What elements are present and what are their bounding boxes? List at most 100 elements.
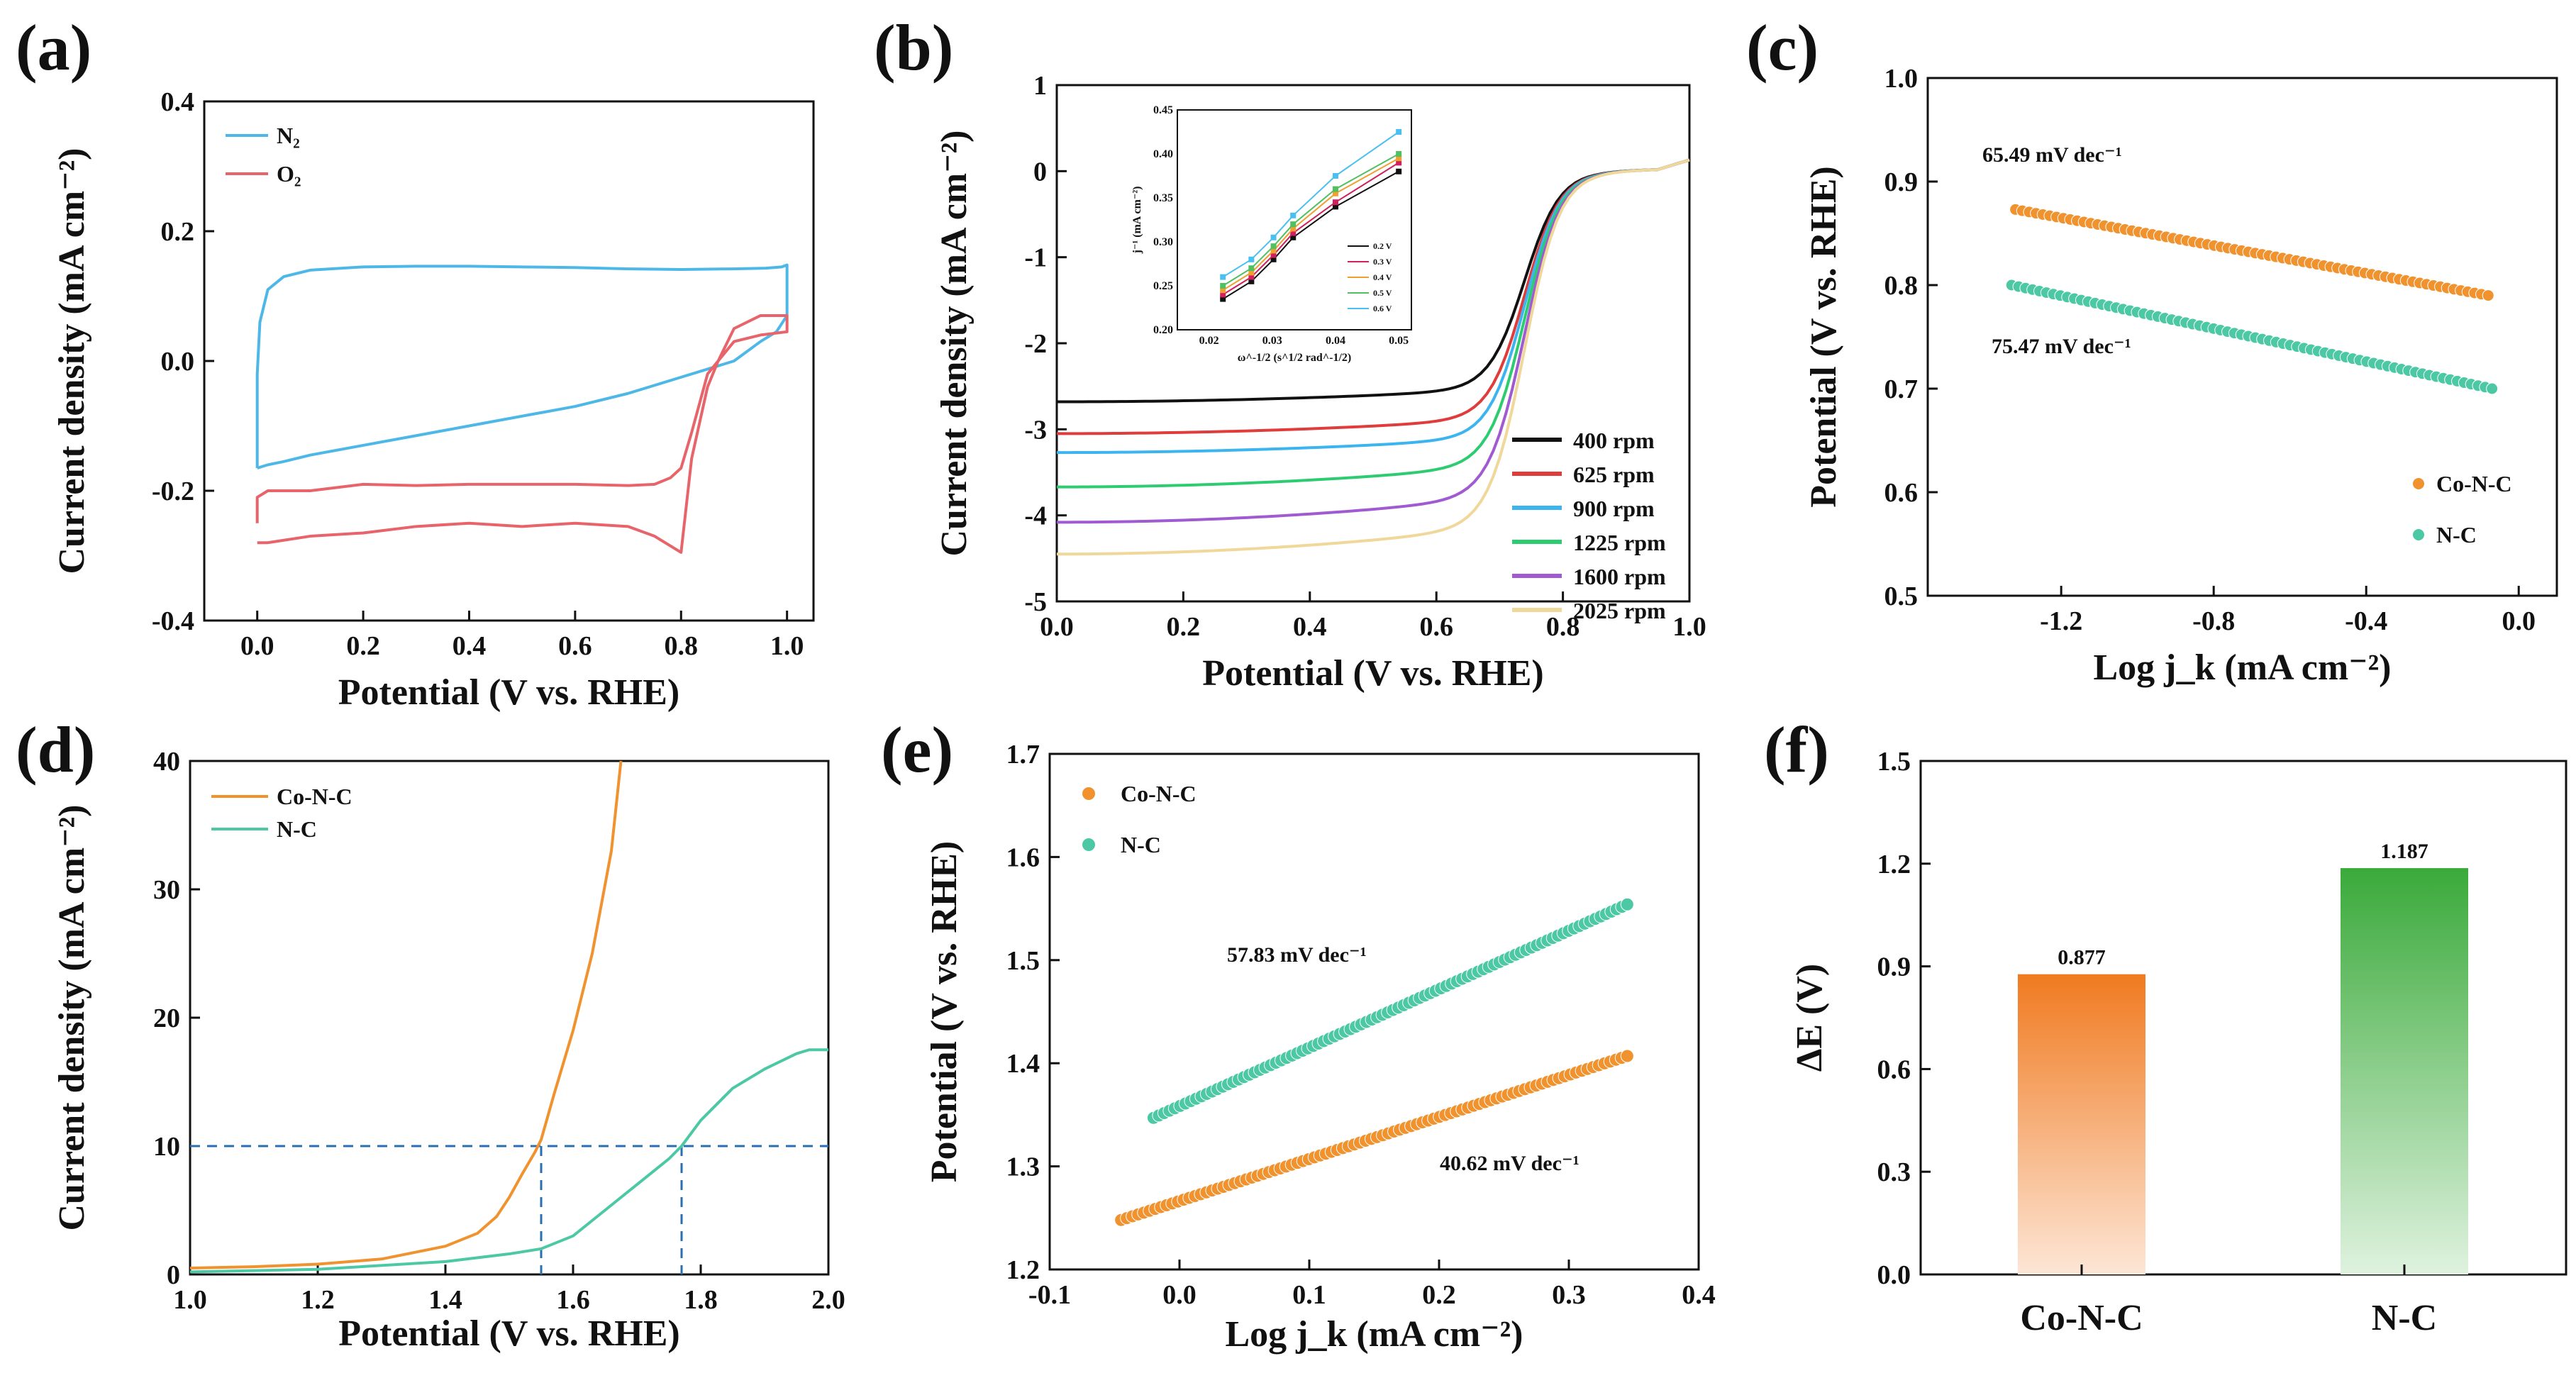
series-line-N-C	[189, 1048, 828, 1274]
inset-ytick-label: 0.35	[1153, 192, 1173, 204]
inset-point	[1220, 287, 1226, 294]
legend-marker	[2413, 478, 2424, 489]
inset-point	[1290, 221, 1297, 228]
legend-label: N-C	[277, 816, 317, 842]
panel-f-ytick-label: 1.5	[1877, 747, 1911, 777]
panel-f-ytick-label: 0.0	[1877, 1260, 1911, 1290]
inset-point	[1270, 248, 1277, 254]
panel-e-xtick-label: 0.4	[1682, 1280, 1716, 1310]
bar-value-label: 0.877	[2058, 946, 2106, 969]
panel-f-frame	[1919, 760, 2567, 1276]
inset-point	[1270, 243, 1277, 250]
panel-a-ytick-label: -0.2	[152, 477, 194, 506]
panel-b-ytick-label: -1	[1024, 243, 1047, 273]
legend-label: 900 rpm	[1573, 496, 1655, 521]
inset-xtick-label: 0.03	[1262, 335, 1282, 347]
bar-N-C	[2341, 868, 2468, 1274]
panel-e-xlabel: Log j_k (mA cm⁻²)	[1226, 1314, 1523, 1355]
panel-label-f: (f)	[1764, 713, 1829, 786]
panel-e-ytick-label: 1.2	[1006, 1255, 1040, 1285]
inset-point	[1332, 186, 1338, 192]
inset-point	[1290, 234, 1297, 240]
inset-frame	[1177, 109, 1412, 330]
panel-e-ytick-label: 1.4	[1006, 1049, 1040, 1079]
inset-line-0.2 V	[1222, 170, 1399, 300]
panel-b-xtick-label: 0.0	[1040, 612, 1074, 642]
inset-point	[1248, 265, 1255, 272]
panel-b-ytick-label: 1	[1033, 71, 1047, 101]
tafel-annotation-co-n-c: 40.62 mV dec⁻¹	[1440, 1152, 1580, 1175]
panel-e-ylabel: Potential (V vs. RHE)	[924, 841, 965, 1182]
inset-xtick-label: 0.04	[1326, 335, 1345, 347]
series-line-N₂	[255, 263, 789, 469]
panel-a-xtick-label: 0.2	[346, 631, 380, 661]
panel-label-d: (d)	[16, 713, 95, 786]
tafel-annotation-n-c: 57.83 mV dec⁻¹	[1227, 943, 1367, 967]
legend-marker	[1082, 787, 1095, 800]
panel-d-ytick-label: 10	[153, 1132, 180, 1162]
panel-e-ytick-label: 1.7	[1006, 740, 1040, 769]
panel-c-frame	[1926, 77, 2558, 597]
bar-category-label: Co-N-C	[2020, 1298, 2143, 1338]
inset-point	[1220, 283, 1226, 289]
inset-point	[1270, 256, 1277, 262]
panel-a-xtick-label: 0.4	[453, 631, 487, 661]
tafel-annotation-co-n-c: 65.49 mV dec⁻¹	[1982, 143, 2122, 167]
point-Co-N-C	[1620, 1049, 1634, 1063]
inset-line-0.6 V	[1222, 131, 1399, 278]
inset-ytick-label: 0.40	[1153, 148, 1173, 160]
panel-f-ytick-label: 0.9	[1877, 952, 1911, 982]
legend-label: 625 rpm	[1573, 462, 1655, 487]
inset-point	[1270, 234, 1277, 240]
panel-e-xtick-label: 0.1	[1292, 1280, 1326, 1310]
point-N-C	[2486, 382, 2499, 395]
legend-label: 1225 rpm	[1573, 530, 1666, 555]
panel-a-xtick-label: 1.0	[770, 631, 804, 661]
inset-point	[1332, 173, 1338, 179]
panel-e-ytick-label: 1.5	[1006, 946, 1040, 976]
panel-f-ytick-label: 0.3	[1877, 1157, 1911, 1187]
panel-e-ytick-label: 1.6	[1006, 843, 1040, 872]
series-line-2025 rpm	[1056, 158, 1690, 556]
inset-point	[1332, 199, 1338, 206]
panel-e-xtick-label: 0.2	[1422, 1280, 1456, 1310]
panel-c-ytick-label: 0.7	[1884, 374, 1919, 404]
inset-ylabel: j⁻¹ (mA cm⁻²)	[1131, 187, 1143, 255]
legend-label: O₂	[277, 161, 301, 187]
inset-point	[1290, 230, 1297, 236]
panel-b-ytick-label: -3	[1024, 415, 1047, 445]
legend-label: Co-N-C	[2436, 471, 2512, 496]
legend-marker	[2413, 529, 2424, 540]
legend-marker	[1082, 838, 1095, 851]
inset-point	[1396, 129, 1402, 135]
panel-a-xtick-label: 0.8	[665, 631, 699, 661]
panel-b-xtick-label: 1.0	[1672, 612, 1706, 642]
legend-label: 2025 rpm	[1573, 598, 1666, 623]
inset-point	[1332, 190, 1338, 196]
panel-a-xlabel: Potential (V vs. RHE)	[338, 672, 679, 713]
panel-d-xtick-label: 1.8	[684, 1285, 718, 1315]
panel-d-xlabel: Potential (V vs. RHE)	[338, 1313, 679, 1354]
panel-b-xtick-label: 0.6	[1419, 612, 1453, 642]
panel-c-ylabel: Potential (V vs. RHE)	[1804, 166, 1844, 507]
panel-f-ytick-label: 0.6	[1877, 1055, 1911, 1084]
inset-ytick-label: 0.20	[1153, 324, 1173, 336]
panel-c-xtick-label: -1.2	[2040, 606, 2082, 636]
panel-e-xtick-label: 0.3	[1552, 1280, 1586, 1310]
panel-a-ytick-label: 0.4	[161, 87, 195, 117]
panel-e-xtick-label: -0.1	[1028, 1280, 1071, 1310]
panel-b-ytick-label: -4	[1024, 501, 1047, 531]
inset-point	[1396, 160, 1402, 166]
panel-b-ytick-label: -5	[1024, 587, 1047, 617]
inset-point	[1396, 168, 1402, 174]
inset-point	[1396, 155, 1402, 162]
point-Co-N-C	[2482, 289, 2494, 302]
legend-label: N-C	[1121, 832, 1161, 857]
panel-d-xtick-label: 1.6	[556, 1285, 590, 1315]
inset-point	[1290, 226, 1297, 232]
panel-b-xlabel: Potential (V vs. RHE)	[1202, 653, 1543, 694]
inset-ytick-label: 0.30	[1153, 236, 1173, 248]
panel-b-ylabel: Current density (mA cm⁻²)	[934, 130, 975, 557]
panel-d-ytick-label: 20	[153, 1004, 180, 1033]
panel-a-ytick-label: -0.4	[152, 606, 194, 636]
